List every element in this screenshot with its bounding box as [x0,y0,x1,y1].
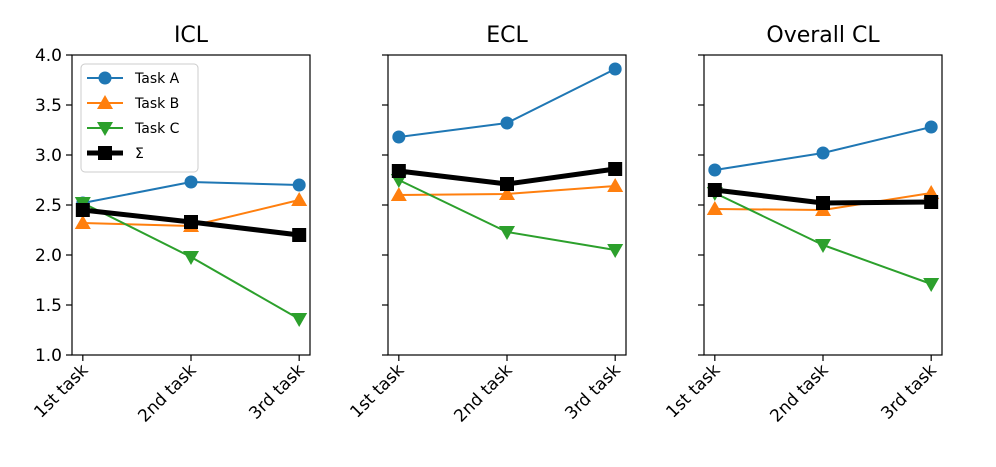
data-point [706,201,723,215]
data-point [391,164,406,178]
legend-label: Task A [134,71,180,87]
y-tick-label: 2.5 [35,196,62,216]
x-tick-label: 3rd task [561,360,624,423]
legend-label: Task B [134,96,179,112]
legend-label: Task C [134,121,180,137]
panel-title: Overall CL [766,23,880,48]
y-tick-label: 3.0 [35,146,62,166]
data-point [499,226,515,240]
panel-2: ECL 1st task 2nd task 3rd task [346,23,627,427]
y-tick-label: 2.0 [35,246,62,266]
panel-title: ECL [486,23,528,48]
data-point [815,239,831,253]
data-point [924,195,939,209]
legend-marker [98,71,112,85]
data-point [816,146,830,160]
data-point [75,203,90,217]
legend: Task A Task B Task C Σ [80,63,199,173]
data-point [183,251,199,265]
legend-label: Σ [135,146,144,162]
x-tick-label: 2nd task [134,360,200,426]
data-point [291,192,308,206]
x-tick-label: 3rd task [877,360,940,423]
legend-box [80,63,199,173]
data-point [392,130,406,144]
y-tick-label: 4.0 [35,46,62,66]
x-tick-label: 3rd task [245,360,308,423]
data-point [707,183,722,197]
data-point [923,278,940,292]
data-point [500,177,514,191]
data-point [74,215,91,229]
legend-marker [97,122,113,136]
x-tick-label: 1st task [346,360,408,422]
panel-title: ICL [174,23,209,48]
data-point [291,313,308,327]
y-tick-label: 1.5 [35,296,62,316]
data-point [924,120,938,134]
panel-3: Overall CL 1st task 2nd task 3rd task [662,23,943,427]
x-tick-label: 1st task [662,360,724,422]
data-point [607,178,624,192]
data-point [607,244,624,258]
legend-marker [98,146,112,160]
x-tick-label: 2nd task [766,360,832,426]
data-point [292,228,307,242]
data-point [608,62,622,76]
plot-frame [703,54,943,356]
data-point [500,116,514,130]
y-tick-label: 3.5 [35,96,62,116]
y-tick-label: 1.0 [35,346,62,366]
data-point [390,187,407,201]
plot-frame [71,54,311,356]
x-tick-label: 2nd task [450,360,516,426]
data-point [184,175,198,189]
legend-marker [97,95,113,109]
data-point [708,163,722,177]
data-point [608,162,623,176]
data-point [292,178,306,192]
data-point [499,186,515,200]
data-point [184,215,198,229]
x-tick-label: 1st task [30,360,92,422]
plot-frame [387,54,627,356]
data-point [816,196,830,210]
